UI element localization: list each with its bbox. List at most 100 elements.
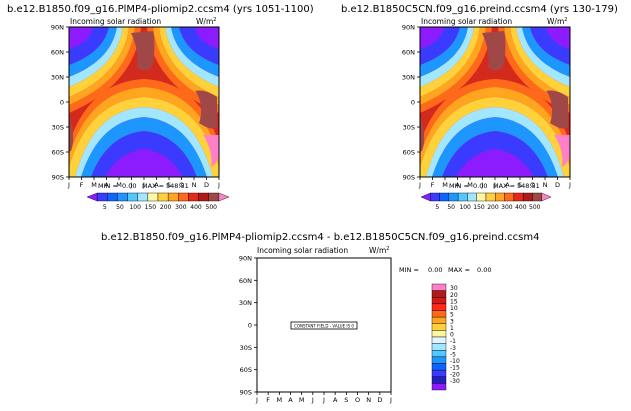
- x-tick-label: A: [333, 396, 338, 404]
- colorbar-tick-label: 500: [206, 204, 218, 211]
- x-tick-label: J: [311, 396, 314, 404]
- x-tick-label: A: [505, 181, 510, 189]
- colorbar-tick-label: 50: [447, 204, 455, 211]
- colorbar-swatch: [147, 192, 159, 202]
- x-tick-label: A: [154, 181, 159, 189]
- colorbar-swatch: [439, 192, 450, 202]
- colorbar-tick-label: 0: [450, 332, 454, 339]
- x-tick-label: F: [80, 181, 84, 189]
- y-tick-label: 60S: [403, 149, 415, 157]
- colorbar-tick-label: 300: [501, 204, 513, 211]
- panel2-subtitle: Incoming solar radiation: [421, 17, 512, 26]
- colorbar-swatch: [107, 192, 118, 202]
- x-tick-label: A: [288, 396, 293, 404]
- colorbar-tick-label: 200: [487, 204, 499, 211]
- x-tick-label: O: [355, 396, 360, 404]
- x-tick-label: J: [568, 181, 571, 189]
- panel2-units: W/m2: [547, 17, 567, 26]
- x-tick-label: J: [217, 181, 220, 189]
- x-tick-label: J: [418, 181, 421, 189]
- colorbar-swatch: [431, 290, 447, 298]
- colorbar-swatch: [431, 336, 447, 344]
- x-tick-label: D: [555, 181, 560, 189]
- panel3-title: b.e12.B1850.f09_g16.PlMP4-pliomip2.ccsm4…: [101, 232, 539, 243]
- y-tick-label: 60N: [402, 49, 415, 57]
- colorbar-tick-label: 20: [450, 292, 458, 299]
- y-tick-label: 90N: [239, 255, 252, 263]
- colorbar-tick-label: 10: [450, 305, 458, 312]
- x-tick-label: S: [344, 396, 348, 404]
- colorbar-swatch: [218, 192, 230, 202]
- x-tick-label: J: [142, 181, 145, 189]
- panel3-constant-box: [290, 321, 358, 330]
- colorbar-tick-label: -15: [450, 365, 460, 372]
- colorbar-tick-label: -30: [450, 378, 460, 385]
- y-tick-label: 30N: [239, 299, 252, 307]
- colorbar-swatch: [431, 363, 447, 371]
- panel1-units: W/m2: [196, 17, 216, 26]
- colorbar-swatch: [431, 343, 447, 351]
- panel2-plot: [419, 26, 571, 178]
- y-tick-label: 0: [248, 322, 252, 330]
- panel3-subtitle: Incoming solar radiation: [257, 246, 348, 255]
- colorbar-swatch: [431, 323, 447, 331]
- colorbar-tick-label: 200: [160, 204, 172, 211]
- panel1-min-label: MIN =: [98, 182, 118, 190]
- panel1-colorbar: 5 50 100 150 200 300 400 500: [86, 192, 230, 211]
- panel3-min-label: MIN =: [399, 266, 419, 274]
- panel3-plot: CONSTANT FIELD - VALUE IS 0: [256, 257, 392, 393]
- colorbar-swatch: [117, 192, 128, 202]
- colorbar-swatch: [467, 192, 477, 202]
- colorbar-swatch: [504, 192, 515, 202]
- x-tick-label: D: [377, 396, 382, 404]
- y-tick-label: 0: [60, 99, 64, 107]
- x-tick-label: N: [543, 181, 548, 189]
- x-tick-label: J: [322, 396, 325, 404]
- panel1-y-ticks: 90N 60N 30N 0 30S 60S 90S: [51, 24, 69, 182]
- y-tick-label: 30S: [52, 124, 64, 132]
- x-tick-label: D: [204, 181, 209, 189]
- x-tick-label: N: [192, 181, 197, 189]
- panel2-title: b.e12.B1850C5CN.f09_g16.preind.ccsm4 (yr…: [341, 4, 618, 15]
- panel2-min-value: 0.00: [473, 182, 487, 190]
- x-tick-label: J: [67, 181, 70, 189]
- x-tick-label: O: [179, 181, 184, 189]
- colorbar-swatch: [420, 192, 431, 202]
- colorbar-swatch: [208, 192, 220, 202]
- panel3-min-value: 0.00: [428, 266, 442, 274]
- colorbar-tick-label: -1: [450, 338, 456, 345]
- colorbar-tick-label: 400: [190, 204, 202, 211]
- colorbar-tick-label: -5: [450, 351, 456, 358]
- y-tick-label: 60N: [239, 277, 252, 285]
- colorbar-tick-label: 30: [450, 285, 458, 292]
- panel1-title: b.e12.B1850.f09_g16.PlMP4-pliomip2.ccsm4…: [7, 4, 314, 15]
- panel3-units: W/m2: [369, 246, 389, 255]
- panel3-y-ticks: 90N 60N 30N 0 30S 60S 90S: [239, 255, 257, 397]
- colorbar-tick-label: 100: [129, 204, 141, 211]
- colorbar-swatch: [167, 192, 179, 202]
- colorbar-tick-label: -3: [450, 345, 456, 352]
- colorbar-swatch: [431, 376, 447, 384]
- colorbar-swatch: [431, 330, 447, 338]
- x-tick-label: J: [130, 181, 133, 189]
- panel1-subtitle: Incoming solar radiation: [70, 17, 161, 26]
- x-tick-label: J: [481, 181, 484, 189]
- colorbar-swatch: [431, 310, 447, 318]
- colorbar-swatch: [431, 356, 447, 364]
- x-tick-label: F: [431, 181, 435, 189]
- y-tick-label: 30N: [51, 74, 64, 82]
- panel2-max-value: 548.51: [517, 182, 540, 190]
- panel2-colorbar: 5 50 100 150 200 300 400 500: [420, 192, 552, 211]
- x-tick-label: J: [389, 396, 392, 404]
- panel2-max-label: MAX =: [493, 182, 515, 190]
- colorbar-tick-label: -20: [450, 371, 460, 378]
- colorbar-tick-label: 400: [515, 204, 527, 211]
- colorbar-swatch: [541, 192, 552, 202]
- y-tick-label: 90S: [240, 389, 252, 397]
- colorbar-swatch: [448, 192, 459, 202]
- panel1-max-value: 548.51: [166, 182, 189, 190]
- panel2-min-label: MIN =: [449, 182, 469, 190]
